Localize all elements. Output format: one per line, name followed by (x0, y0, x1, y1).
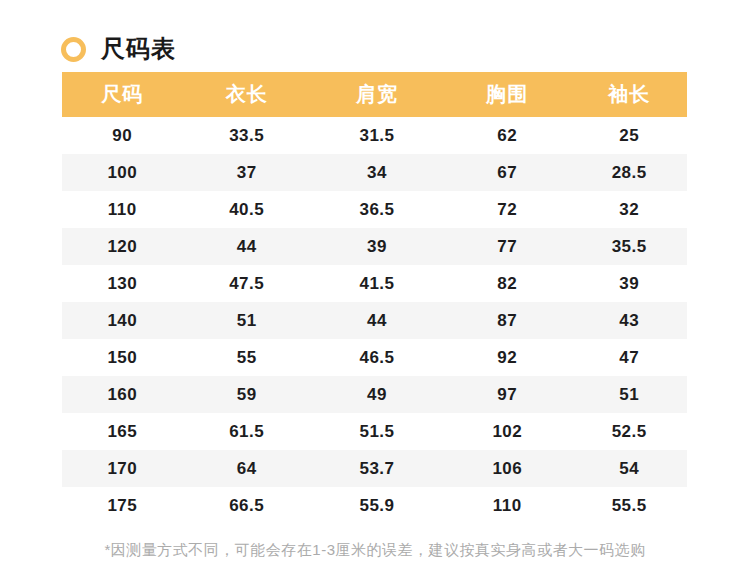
table-cell: 90 (62, 117, 183, 154)
table-cell: 66.5 (183, 487, 311, 524)
table-cell: 46.5 (311, 339, 444, 376)
table-row: 14051448743 (62, 302, 687, 339)
table-cell: 41.5 (311, 265, 444, 302)
table-cell: 34 (311, 154, 444, 191)
table-row: 1706453.710654 (62, 450, 687, 487)
table-cell: 72 (443, 191, 571, 228)
table-cell: 160 (62, 376, 183, 413)
table-cell: 39 (571, 265, 687, 302)
table-cell: 170 (62, 450, 183, 487)
table-cell: 100 (62, 154, 183, 191)
table-cell: 110 (443, 487, 571, 524)
table-cell: 33.5 (183, 117, 311, 154)
table-cell: 77 (443, 228, 571, 265)
column-header: 肩宽 (311, 72, 444, 117)
table-row: 11040.536.57232 (62, 191, 687, 228)
column-header: 衣长 (183, 72, 311, 117)
table-cell: 40.5 (183, 191, 311, 228)
table-cell: 49 (311, 376, 444, 413)
table-cell: 37 (183, 154, 311, 191)
table-cell: 82 (443, 265, 571, 302)
table-cell: 64 (183, 450, 311, 487)
table-cell: 53.7 (311, 450, 444, 487)
table-cell: 55.5 (571, 487, 687, 524)
table-cell: 36.5 (311, 191, 444, 228)
column-header: 尺码 (62, 72, 183, 117)
table-header-row: 尺码衣长肩宽胸围袖长 (62, 72, 687, 117)
table-cell: 130 (62, 265, 183, 302)
footnote: *因测量方式不同，可能会存在1-3厘米的误差，建议按真实身高或者大一码选购 (0, 541, 750, 560)
column-header: 胸围 (443, 72, 571, 117)
table-cell: 51 (183, 302, 311, 339)
size-chart-section: 尺码表 尺码衣长肩宽胸围袖长 9033.531.5622510037346728… (0, 0, 750, 568)
table-cell: 61.5 (183, 413, 311, 450)
table-cell: 39 (311, 228, 444, 265)
size-table: 尺码衣长肩宽胸围袖长 9033.531.5622510037346728.511… (62, 72, 687, 524)
table-cell: 175 (62, 487, 183, 524)
table-row: 1505546.59247 (62, 339, 687, 376)
table-row: 17566.555.911055.5 (62, 487, 687, 524)
table-cell: 44 (183, 228, 311, 265)
table-cell: 47 (571, 339, 687, 376)
table-cell: 55.9 (311, 487, 444, 524)
table-cell: 110 (62, 191, 183, 228)
table-cell: 35.5 (571, 228, 687, 265)
table-cell: 52.5 (571, 413, 687, 450)
table-row: 16561.551.510252.5 (62, 413, 687, 450)
table-cell: 67 (443, 154, 571, 191)
table-cell: 47.5 (183, 265, 311, 302)
table-row: 12044397735.5 (62, 228, 687, 265)
page-title: 尺码表 (101, 33, 176, 65)
ring-bullet-icon (61, 37, 86, 62)
table-cell: 43 (571, 302, 687, 339)
table-cell: 51.5 (311, 413, 444, 450)
table-cell: 97 (443, 376, 571, 413)
table-cell: 120 (62, 228, 183, 265)
table-cell: 102 (443, 413, 571, 450)
table-row: 9033.531.56225 (62, 117, 687, 154)
table-row: 16059499751 (62, 376, 687, 413)
table-cell: 140 (62, 302, 183, 339)
table-cell: 92 (443, 339, 571, 376)
table-cell: 31.5 (311, 117, 444, 154)
table-cell: 54 (571, 450, 687, 487)
column-header: 袖长 (571, 72, 687, 117)
table-cell: 87 (443, 302, 571, 339)
table-cell: 150 (62, 339, 183, 376)
table-row: 13047.541.58239 (62, 265, 687, 302)
table-row: 10037346728.5 (62, 154, 687, 191)
table-body: 9033.531.5622510037346728.511040.536.572… (62, 117, 687, 524)
table-cell: 165 (62, 413, 183, 450)
table-cell: 32 (571, 191, 687, 228)
table-cell: 106 (443, 450, 571, 487)
table-cell: 62 (443, 117, 571, 154)
table-cell: 28.5 (571, 154, 687, 191)
table-cell: 55 (183, 339, 311, 376)
table-cell: 44 (311, 302, 444, 339)
table-cell: 59 (183, 376, 311, 413)
section-title-bar: 尺码表 (0, 0, 750, 72)
size-table-wrap: 尺码衣长肩宽胸围袖长 9033.531.5622510037346728.511… (62, 72, 687, 524)
table-cell: 51 (571, 376, 687, 413)
table-cell: 25 (571, 117, 687, 154)
